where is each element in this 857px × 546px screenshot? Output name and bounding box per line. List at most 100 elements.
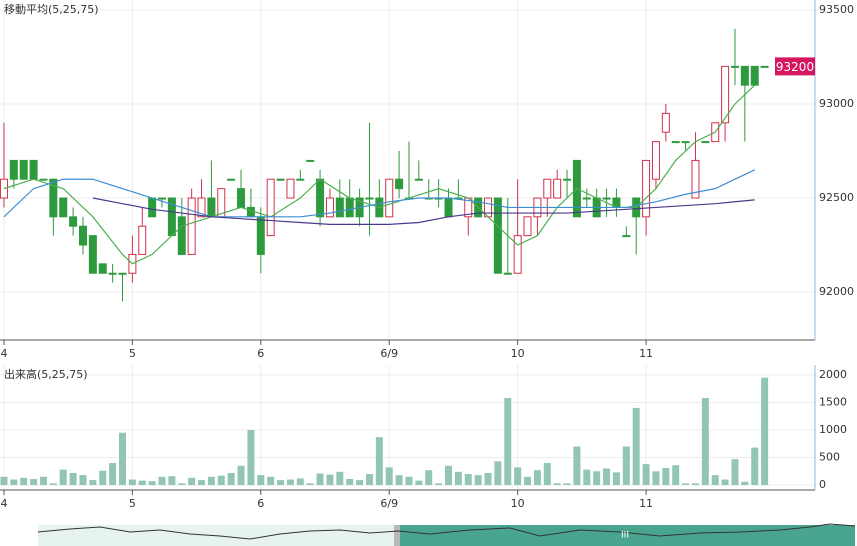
x-tick-label: 4	[0, 347, 7, 360]
last-price-label: 93200	[776, 60, 814, 74]
candle-body	[207, 197, 216, 218]
volume-bar	[49, 483, 57, 486]
volume-bar	[296, 478, 304, 486]
volume-bar	[346, 478, 354, 486]
price-title: 移動平均(5,25,75)	[4, 2, 99, 16]
navigator-handle[interactable]	[394, 525, 400, 546]
candle-body	[59, 197, 68, 218]
navigator[interactable]: III	[37, 523, 856, 546]
candle-body	[602, 197, 611, 200]
navigator-selection[interactable]	[398, 525, 855, 546]
volume-bar	[583, 469, 591, 486]
volume-bar	[385, 467, 393, 486]
volume-bar	[652, 471, 660, 486]
volume-bar	[118, 432, 126, 486]
moving-average	[3, 169, 755, 218]
candle-body	[197, 197, 206, 218]
navigator-line	[37, 523, 856, 540]
candle-body	[9, 159, 18, 180]
volume-bar	[603, 468, 611, 486]
candle-body	[395, 178, 404, 190]
candle-body	[296, 178, 305, 181]
volume-bar	[257, 475, 265, 486]
candle-body	[286, 178, 295, 199]
candle-body	[760, 65, 769, 68]
volume-bar	[721, 479, 729, 486]
volume-bar	[691, 483, 699, 486]
y-tick-label: 2000	[819, 368, 847, 381]
volume-bar	[30, 478, 38, 486]
volume-bar	[672, 465, 680, 486]
y-tick-label: 0	[819, 478, 826, 491]
x-tick-label: 5	[129, 347, 136, 360]
candle-body	[691, 159, 700, 199]
x-tick-label: 5	[129, 497, 136, 510]
volume-bar	[514, 467, 522, 486]
candle-body	[642, 159, 651, 218]
candle-body	[237, 188, 246, 208]
volume-bar	[444, 465, 452, 486]
candle-body	[177, 216, 186, 255]
candle-body	[266, 178, 275, 237]
volume-bar	[148, 481, 156, 486]
candle-body	[138, 225, 147, 255]
volume-bar	[89, 480, 97, 486]
volume-bar	[593, 471, 601, 486]
volume-bar	[701, 398, 709, 486]
volume-bar	[425, 470, 433, 486]
volume-bar	[435, 483, 443, 486]
candle-body	[385, 178, 394, 218]
volume-bar	[69, 472, 77, 486]
volume-bar	[415, 480, 423, 486]
volume-bar	[0, 476, 8, 486]
volume-bar	[553, 483, 561, 486]
candle-body	[78, 225, 87, 246]
candle-body	[444, 197, 453, 218]
candle-body	[750, 65, 759, 86]
candle-body	[148, 197, 157, 218]
candle-body	[503, 272, 512, 275]
volume-bar	[573, 446, 581, 486]
candle-body	[582, 197, 591, 200]
volume-bar	[138, 480, 146, 486]
candle-body	[325, 197, 334, 218]
y-tick-label: 92000	[819, 285, 854, 298]
candle-body	[49, 178, 58, 218]
volume-bar	[395, 475, 403, 486]
volume-bar	[662, 467, 670, 486]
candle-body	[523, 216, 532, 237]
x-tick-label: 10	[511, 497, 525, 510]
volume-bar	[158, 476, 166, 486]
volume-bar	[20, 477, 28, 486]
x-tick-label: 11	[639, 347, 653, 360]
candle-body	[256, 216, 265, 255]
moving-average	[92, 197, 755, 225]
candle-body	[316, 178, 325, 218]
x-tick-label: 6/9	[380, 347, 398, 360]
volume-bar	[622, 446, 630, 486]
volume-bar	[741, 481, 749, 486]
volume-bar	[227, 472, 235, 486]
volume-bar	[711, 475, 719, 486]
volume-bar	[612, 472, 620, 486]
volume-bar	[682, 483, 690, 486]
candle-body	[88, 235, 97, 274]
candle-body	[365, 197, 374, 200]
candle-body	[306, 159, 315, 162]
candle-body	[19, 159, 28, 180]
volume-bar	[247, 429, 255, 486]
volume-bar	[59, 469, 67, 486]
x-tick-label: 6	[257, 347, 264, 360]
volume-bar	[178, 483, 186, 486]
y-tick-label: 93000	[819, 97, 854, 110]
candle-body	[661, 112, 670, 133]
candle-body	[740, 65, 749, 86]
x-tick-label: 6/9	[380, 497, 398, 510]
x-tick-label: 4	[0, 497, 7, 510]
volume-bar	[751, 447, 759, 486]
volume-bar	[563, 483, 571, 486]
volume-bar	[198, 480, 206, 486]
candle-body	[513, 235, 522, 274]
